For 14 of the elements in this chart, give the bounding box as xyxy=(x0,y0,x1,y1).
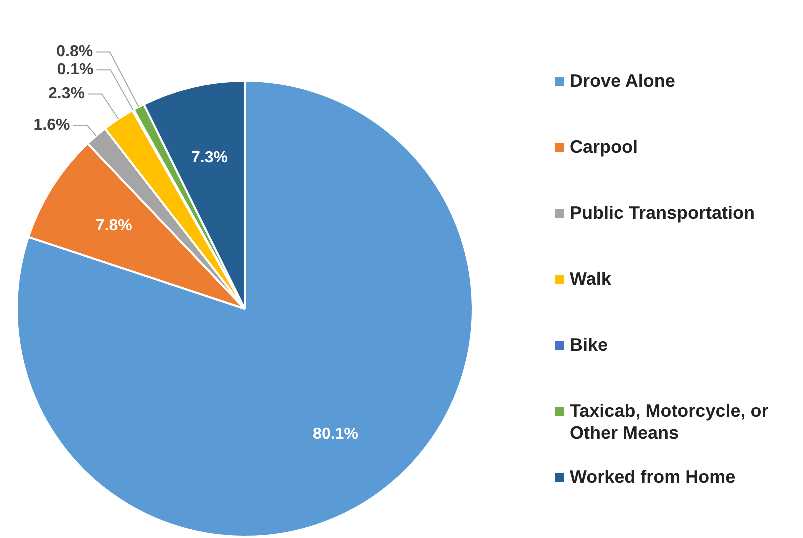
data-label: 80.1% xyxy=(313,426,358,444)
legend-label: Bike xyxy=(570,334,608,356)
legend-label: Carpool xyxy=(570,136,638,158)
legend-label: Walk xyxy=(570,268,612,290)
data-label: 0.1% xyxy=(57,62,94,79)
legend-label: Drove Alone xyxy=(570,70,676,92)
data-label: 0.8% xyxy=(56,44,94,61)
legend-label: Taxicab, Motorcycle, or Other Means xyxy=(570,400,770,444)
data-label: 2.3% xyxy=(48,86,85,103)
data-label: 7.8% xyxy=(96,217,132,234)
legend-label: Public Transportation xyxy=(570,202,756,224)
data-label: 7.3% xyxy=(192,149,228,166)
data-label: 1.6% xyxy=(34,116,70,134)
legend-label: Worked from Home xyxy=(570,466,736,488)
